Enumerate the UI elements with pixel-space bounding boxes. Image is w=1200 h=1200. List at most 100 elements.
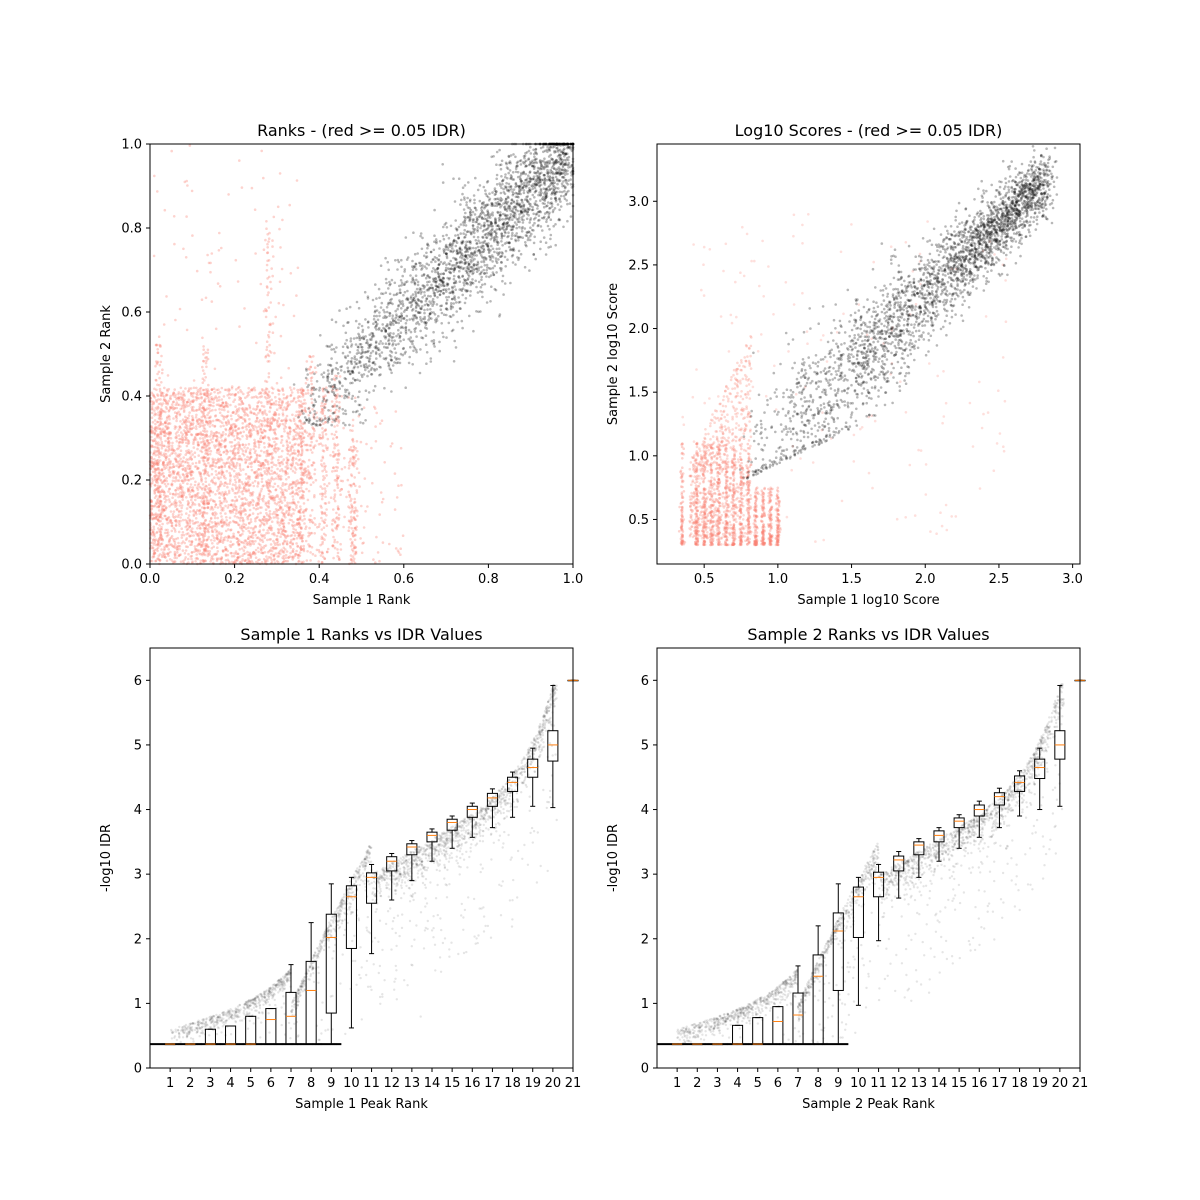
- scatter-point: [320, 516, 323, 520]
- scatter-point: [226, 558, 230, 562]
- scatter-point: [270, 520, 274, 523]
- scatter-point: [255, 504, 258, 508]
- scatter-point: [283, 483, 287, 486]
- scatter-point: [394, 547, 398, 550]
- scatter-point: [262, 441, 266, 445]
- scatter-point: [380, 419, 384, 423]
- scatter-point: [284, 536, 288, 540]
- scatter-point: [215, 473, 218, 477]
- scatter-point: [179, 420, 182, 423]
- scatter-point: [203, 559, 207, 562]
- scatter-point: [175, 435, 178, 438]
- scatter-point: [381, 497, 385, 501]
- scatter-point: [191, 488, 194, 492]
- scatter-point: [360, 504, 363, 508]
- scatter-point: [284, 471, 288, 474]
- scatter-point: [165, 531, 169, 535]
- scatter-point: [197, 524, 200, 528]
- scatter-point: [159, 530, 162, 534]
- scatter-point: [332, 466, 335, 470]
- scatter-point: [231, 452, 235, 455]
- scatter-point: [351, 424, 355, 428]
- scatter-point: [239, 526, 242, 529]
- scatter-point: [164, 449, 167, 453]
- scatter-point: [215, 552, 219, 555]
- scatter-point: [203, 456, 206, 459]
- scatter-point: [257, 411, 260, 415]
- scatter-point: [291, 525, 295, 528]
- scatter-point: [152, 528, 156, 531]
- scatter-point: [279, 334, 283, 338]
- scatter-point: [255, 429, 259, 433]
- scatter-point: [400, 312, 403, 315]
- scatter-point: [267, 237, 271, 240]
- scatter-point: [293, 534, 297, 537]
- scatter-point: [294, 468, 298, 471]
- scatter-point: [246, 557, 250, 560]
- scatter-point: [305, 360, 309, 363]
- scatter-point: [253, 208, 257, 211]
- scatter-point: [177, 519, 181, 523]
- scatter-point: [347, 467, 351, 470]
- scatter-point: [349, 538, 352, 541]
- scatter-point: [283, 424, 287, 427]
- scatter-point: [350, 473, 353, 476]
- scatter-point: [178, 403, 181, 407]
- scatter-point: [256, 546, 260, 550]
- scatter-point: [238, 443, 241, 447]
- scatter-point: [174, 519, 178, 522]
- scatter-point: [215, 399, 219, 403]
- scatter-point: [219, 442, 223, 446]
- scatter-point: [186, 465, 189, 468]
- scatter-point: [249, 435, 252, 439]
- scatter-point: [257, 400, 261, 403]
- scatter-point: [197, 542, 201, 546]
- scatter-point: [369, 354, 372, 358]
- scatter-point: [298, 414, 301, 417]
- scatter-point: [185, 416, 189, 420]
- scatter-point: [405, 314, 409, 318]
- scatter-point: [157, 455, 161, 459]
- scatter-point: [171, 479, 175, 483]
- scatter-point: [210, 556, 213, 559]
- scatter-point: [179, 386, 183, 390]
- scatter-point: [266, 293, 270, 297]
- scatter-point: [353, 500, 357, 504]
- scatter-point: [283, 406, 286, 409]
- scatter-point: [396, 549, 400, 552]
- scatter-point: [155, 362, 159, 366]
- scatter-point: [229, 414, 233, 418]
- scatter-point: [160, 555, 164, 559]
- scatter-point: [375, 535, 378, 539]
- scatter-point: [185, 474, 189, 478]
- scatter-point: [209, 449, 213, 453]
- scatter-point: [202, 499, 206, 503]
- scatter-point: [205, 490, 209, 494]
- scatter-point: [251, 540, 255, 543]
- scatter-point: [208, 464, 212, 467]
- scatter-point: [274, 411, 277, 415]
- scatter-point: [239, 416, 243, 419]
- scatter-point: [152, 549, 156, 553]
- scatter-point: [325, 514, 328, 517]
- scatter-point: [269, 543, 273, 546]
- scatter-point: [191, 462, 194, 465]
- scatter-point: [265, 522, 269, 525]
- scatter-point: [231, 450, 235, 453]
- scatter-point: [262, 546, 265, 550]
- scatter-point: [220, 398, 224, 401]
- scatter-point: [153, 396, 157, 399]
- scatter-point: [397, 321, 401, 325]
- scatter-point: [265, 480, 268, 483]
- scatter-point: [218, 407, 221, 411]
- scatter-point: [293, 396, 296, 400]
- scatter-point: [473, 206, 477, 210]
- scatter-point: [273, 471, 277, 475]
- scatter-point: [500, 240, 503, 243]
- scatter-point: [286, 472, 289, 475]
- scatter-point: [255, 416, 259, 420]
- scatter-point: [268, 549, 271, 553]
- scatter-point: [222, 405, 226, 409]
- scatter-point: [337, 513, 341, 517]
- scatter-point: [204, 397, 207, 401]
